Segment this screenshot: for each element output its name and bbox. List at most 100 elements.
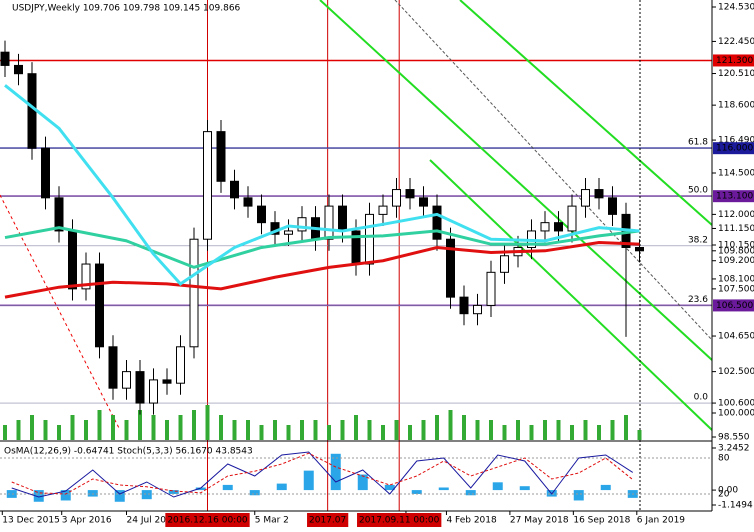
volume-bar [259, 425, 264, 440]
volume-bar [529, 425, 534, 440]
fib-label: 50.0 [688, 186, 708, 196]
channel-line [319, 0, 713, 361]
marker-label: 2017.07 [309, 516, 346, 526]
osma-bar [411, 490, 422, 494]
volume-bar [543, 420, 547, 440]
candle-body [500, 255, 509, 273]
volume-bar [502, 425, 507, 440]
volume-bar [516, 420, 520, 440]
marker-box [165, 513, 250, 527]
osma-tick-label: -1.1494 [718, 501, 753, 511]
volume-bar [475, 420, 480, 440]
marker-label: 2017.09.11 00:00 [359, 516, 440, 526]
candle-body [297, 217, 307, 232]
indicator-title: OsMA(12,26,9) -0.64741 Stoch(5,3,3) 56.1… [4, 447, 253, 457]
y-tick-label: 120.510 [718, 69, 754, 79]
osma-bar [303, 470, 314, 491]
y-tick-label: 98.550 [718, 433, 750, 443]
osma-bar [438, 487, 449, 491]
channel-line [429, 159, 713, 431]
candle-body [162, 379, 172, 384]
osma-tick-label: 0.00 [718, 486, 738, 496]
candle-body [446, 238, 455, 298]
moving-average [4, 84, 640, 286]
level-box [713, 54, 754, 67]
volume-bar [151, 415, 156, 440]
candle-body [189, 238, 199, 348]
candle-body [243, 197, 253, 207]
osma-bar [60, 490, 71, 501]
volume-bar [354, 415, 358, 440]
volume-bar [273, 420, 277, 440]
candle-body [581, 189, 590, 207]
volume-bar [97, 410, 102, 440]
candle-body [108, 346, 118, 389]
candle-body [324, 205, 334, 240]
candle-body [392, 189, 401, 207]
osma-bar [87, 490, 98, 497]
x-tick-label: 16 Sep 2018 [573, 516, 630, 526]
moving-average [4, 226, 640, 269]
volume-bar [610, 420, 615, 440]
volume-bar [313, 420, 318, 440]
volume-bar [192, 410, 196, 440]
chart-title: USDJPY,Weekly 109.706 109.798 109.145 10… [12, 4, 241, 14]
volume-bar [327, 425, 331, 440]
osma-bar [141, 490, 152, 500]
candle-body [176, 346, 185, 384]
candle-body [419, 197, 428, 207]
osma-bar [114, 490, 125, 502]
x-tick-label: 3 Apr 2016 [62, 516, 112, 526]
osma-tick-label: 3.2452 [718, 444, 750, 454]
y-tick-label: 118.600 [718, 101, 754, 111]
y-tick-label: 104.650 [718, 332, 754, 342]
y-tick-label: 124.530 [718, 3, 754, 13]
stoch-line [11, 451, 634, 498]
osma-bar [492, 482, 503, 491]
volume-bar [435, 415, 439, 440]
x-tick-label: 4 Feb 2018 [446, 516, 497, 526]
candle-body [41, 147, 50, 199]
marker-box [357, 513, 442, 527]
volume-bar [43, 420, 48, 440]
osma-bar [519, 486, 530, 491]
volume-bar [462, 415, 466, 440]
trend-line [394, 0, 713, 341]
candle-body [473, 304, 482, 315]
y-tick-label: 102.500 [718, 367, 754, 377]
y-tick-label: 112.000 [718, 210, 754, 220]
volume-bar [246, 420, 250, 440]
candle-body [459, 296, 469, 315]
volume-bar [597, 425, 601, 440]
y-tick-label: 110.150 [718, 241, 754, 251]
osma-bar [357, 474, 368, 491]
volume-bar [583, 420, 588, 440]
osma-bar [600, 484, 611, 491]
level-box [713, 190, 754, 203]
fib-label: 23.6 [688, 295, 708, 305]
volume-bar [421, 420, 426, 440]
candle-body [540, 222, 550, 232]
x-tick-label: 6 Jan 2019 [637, 516, 685, 526]
volume-bar [178, 415, 183, 440]
volume-bar [300, 420, 304, 440]
volume-bar [394, 420, 399, 440]
candle-body [68, 230, 77, 290]
y-tick-label: 116.490 [718, 136, 754, 146]
candle-body [54, 197, 64, 232]
x-tick-label: 24 Jul 201 [127, 516, 172, 526]
y-tick-label: 107.500 [718, 284, 754, 294]
volume-bar [57, 425, 61, 440]
volume-bar [408, 425, 412, 440]
volume-bar [448, 410, 453, 440]
osma-bar [465, 490, 476, 496]
osma-bar [195, 487, 206, 491]
y-tick-label: 111.150 [718, 224, 754, 234]
fib-label: 61.8 [688, 138, 708, 148]
volume-bar [3, 425, 7, 440]
stoch-tick-label: 80 [718, 454, 730, 464]
osma-bar [249, 490, 260, 496]
x-tick-label: 5 Mar 2 [255, 516, 289, 526]
marker-label: 2016.12.16 00:00 [167, 516, 248, 526]
